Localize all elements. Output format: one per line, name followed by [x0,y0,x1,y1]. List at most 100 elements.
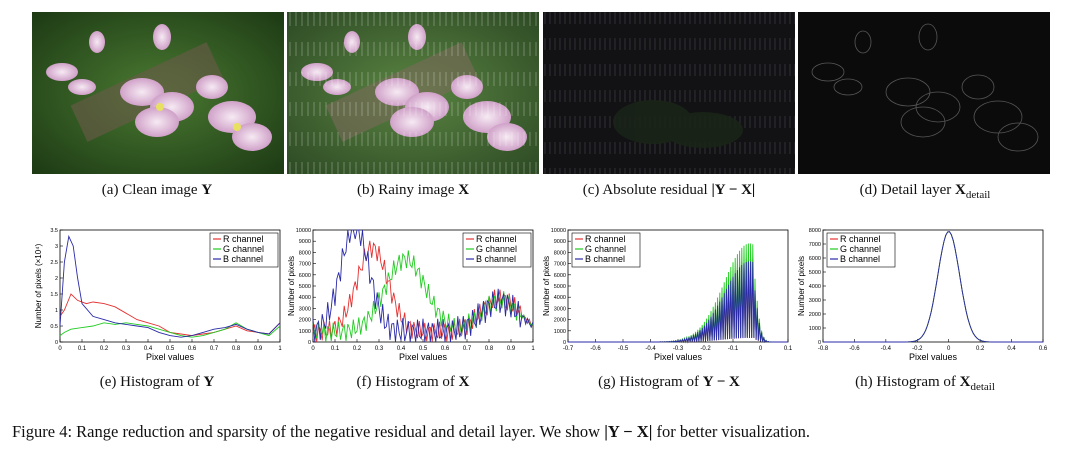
x-tick-label: -0.4 [881,346,892,352]
y-tick-label: 5000 [554,284,566,290]
y-axis-label: Number of pixels (×10⁴) [34,243,43,328]
y-tick-label: 8000 [809,228,821,234]
detail-layer-image [798,12,1050,174]
y-tick-label: 4000 [554,295,566,301]
y-tick-label: 8000 [554,250,566,256]
y-tick-label: 6000 [554,273,566,279]
x-tick-label: 0.4 [1007,346,1016,352]
x-tick-label: 0.1 [784,346,793,352]
x-tick-label: -0.3 [673,346,684,352]
x-tick-label: -0.6 [849,346,860,352]
x-tick-label: 0.4 [144,346,153,352]
x-tick-label: 0.8 [485,346,494,352]
y-tick-label: 7000 [299,262,311,268]
x-axis-label: Pixel values [399,352,448,362]
x-tick-label: 0.3 [375,346,384,352]
legend-entry: R channel [476,234,517,244]
y-tick-label: 7000 [554,262,566,268]
x-tick-label: 0.1 [78,346,87,352]
x-tick-label: -0.5 [618,346,629,352]
x-tick-label: 0.4 [397,346,406,352]
legend-entry: G channel [840,244,881,254]
series-line-b [823,231,1043,343]
legend-entry: G channel [223,244,264,254]
y-tick-label: 3.5 [50,228,58,234]
y-tick-label: 10000 [296,228,311,234]
x-axis-label: Pixel values [146,352,195,362]
absolute-residual-image [543,12,795,174]
y-tick-label: 0 [55,340,58,346]
y-tick-label: 2000 [554,318,566,324]
y-tick-label: 6000 [299,273,311,279]
caption-h: (h) Histogram of Xdetail [855,374,995,393]
y-tick-label: 4000 [299,295,311,301]
y-tick-label: 10000 [551,228,566,234]
y-axis-label: Number of pixels [542,256,551,316]
caption-a: (a) Clean image Y [101,182,213,198]
x-tick-label: 0.8 [232,346,241,352]
caption-f: (f) Histogram of X [356,374,470,390]
y-tick-label: 7000 [809,242,821,248]
y-tick-label: 0 [818,340,821,346]
y-tick-label: 3000 [299,306,311,312]
y-tick-label: 2 [55,276,58,282]
x-tick-label: 0.7 [210,346,219,352]
histogram-f: 0 0.1 0.2 0.3 0.4 0.5 0.6 0.7 0.8 0.9 1 0 1000 2000 30… [283,228,541,368]
caption-e: (e) Histogram of Y [99,374,215,390]
legend-entry: G channel [476,244,517,254]
x-tick-label: -0.4 [645,346,656,352]
y-tick-label: 4000 [809,284,821,290]
legend-box [209,232,279,268]
clean-image [32,12,284,174]
y-tick-label: 5000 [809,270,821,276]
caption-b: (b) Rainy image X [356,182,470,198]
y-tick-label: 8000 [299,250,311,256]
x-tick-label: 0.9 [254,346,263,352]
x-tick-label: 0 [58,346,62,352]
y-tick-label: 9000 [554,239,566,245]
y-tick-label: 0.5 [50,324,58,330]
x-tick-label: -0.8 [818,346,829,352]
legend-entry: R channel [840,234,881,244]
legend-entry: G channel [585,244,626,254]
x-tick-label: 0.2 [100,346,109,352]
caption-g: (g) Histogram of Y − X [598,374,740,390]
y-tick-label: 5000 [299,284,311,290]
legend-entry: R channel [223,234,264,244]
y-tick-label: 3 [55,244,58,250]
x-tick-label: -0.2 [912,346,923,352]
legend-entry: B channel [585,254,625,264]
histogram-h: -0.8 -0.6 -0.4 -0.2 0 0.2 0.4 0.6 0 1000 2000 3000 4… [793,228,1051,368]
x-tick-label: 0 [759,346,763,352]
series-line-b [568,261,788,344]
legend-box [571,232,641,268]
x-tick-label: 0.5 [166,346,175,352]
y-axis-label: Number of pixels [797,256,806,316]
histogram-e: 0 0.1 0.2 0.3 0.4 0.5 0.6 0.7 0.8 0.9 1 0 0.5 1 1.5 2 2.… [30,228,288,368]
caption-d: (d) Detail layer Xdetail [859,182,991,201]
series-line-b [59,234,281,338]
x-tick-label: 0 [947,346,951,352]
series-line-g [59,322,281,338]
y-tick-label: 1000 [809,326,821,332]
x-tick-label: -0.2 [700,346,711,352]
legend-box [826,232,896,268]
y-tick-label: 1000 [554,329,566,335]
y-tick-label: 1 [55,308,58,314]
y-tick-label: 0 [308,340,311,346]
x-tick-label: 0.6 [441,346,450,352]
x-tick-label: 0.6 [1039,346,1048,352]
x-tick-label: -0.1 [728,346,739,352]
y-axis-label: Number of pixels [287,256,296,316]
caption-c: (c) Absolute residual |Y − X| [582,182,756,198]
x-tick-label: -0.7 [563,346,574,352]
x-tick-label: 0.2 [353,346,362,352]
y-tick-label: 1000 [299,329,311,335]
y-tick-label: 9000 [299,239,311,245]
y-tick-label: 2000 [299,318,311,324]
figure-caption: Figure 4: Range reduction and sparsity o… [12,422,810,441]
series-line-r [59,293,281,337]
x-tick-label: -0.6 [590,346,601,352]
y-tick-label: 1.5 [50,292,58,298]
x-tick-label: 1 [278,346,282,352]
